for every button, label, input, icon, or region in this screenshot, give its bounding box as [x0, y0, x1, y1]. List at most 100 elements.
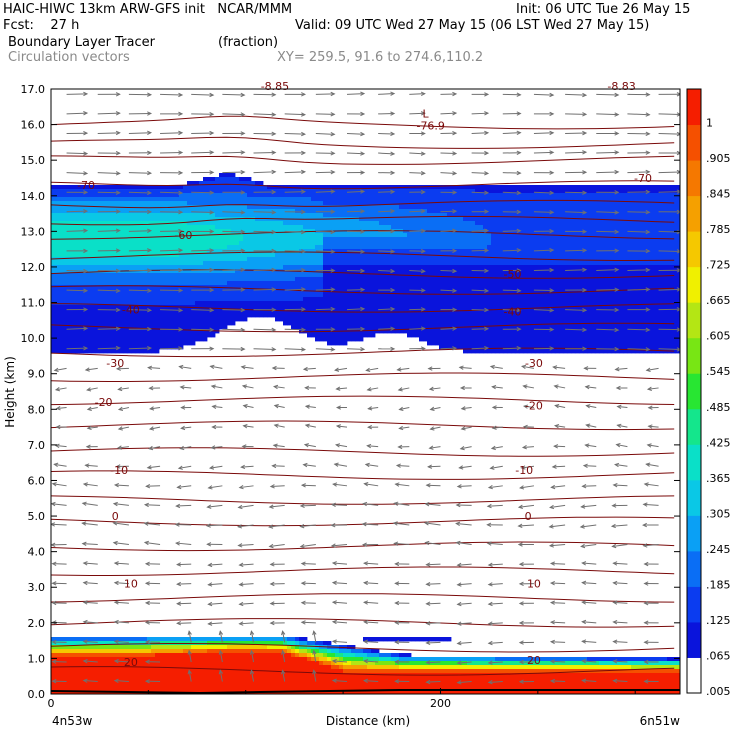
- tracer-cell: [395, 205, 400, 210]
- tracer-cell: [131, 209, 136, 214]
- tracer-cell: [215, 237, 220, 242]
- tracer-cell: [511, 213, 516, 218]
- tracer-cell: [159, 269, 164, 274]
- tracer-cell: [487, 273, 492, 278]
- tracer-cell: [211, 237, 216, 242]
- tracer-cell: [487, 201, 492, 206]
- tracer-cell: [575, 257, 580, 262]
- tracer-cell: [311, 205, 316, 210]
- tracer-cell: [391, 217, 396, 222]
- tracer-cell: [339, 261, 344, 266]
- tracer-cell: [623, 221, 628, 226]
- tracer-cell: [107, 193, 112, 198]
- tracer-cell: [383, 257, 388, 262]
- tracer-cell: [143, 269, 148, 274]
- tracer-cell: [503, 209, 508, 214]
- tracer-cell: [591, 201, 596, 206]
- tracer-cell: [447, 221, 452, 226]
- tracer-cell: [55, 209, 60, 214]
- tracer-cell: [451, 301, 456, 306]
- tracer-cell: [223, 189, 228, 194]
- tracer-cell: [543, 265, 548, 270]
- tracer-cell: [279, 301, 284, 306]
- tracer-cell: [491, 221, 496, 226]
- tracer-cell: [143, 309, 148, 314]
- tracer-cell: [67, 261, 72, 266]
- tracer-cell: [203, 205, 208, 210]
- tracer-cell: [183, 221, 188, 226]
- tracer-cell: [575, 185, 580, 190]
- tracer-cell: [315, 241, 320, 246]
- tracer-cell: [311, 241, 316, 246]
- tracer-cell: [107, 253, 112, 258]
- tracer-cell: [111, 233, 116, 238]
- tracer-cell: [175, 277, 180, 282]
- tracer-cell: [483, 253, 488, 258]
- tracer-cell: [91, 269, 96, 274]
- tracer-cell: [379, 205, 384, 210]
- tracer-cell: [591, 229, 596, 234]
- tracer-cell: [239, 297, 244, 302]
- tracer-cell: [411, 225, 416, 230]
- tracer-cell: [459, 301, 464, 306]
- tracer-cell: [451, 237, 456, 242]
- tracer-cell: [211, 297, 216, 302]
- tracer-cell: [319, 185, 324, 190]
- tracer-cell: [439, 281, 444, 286]
- tracer-cell: [527, 221, 532, 226]
- tracer-cell: [271, 257, 276, 262]
- tracer-cell: [663, 301, 668, 306]
- tracer-cell: [459, 193, 464, 198]
- tracer-cell: [671, 205, 676, 210]
- tracer-cell: [267, 193, 272, 198]
- tracer-cell: [323, 205, 328, 210]
- tracer-cell: [435, 257, 440, 262]
- tracer-cell: [411, 245, 416, 250]
- tracer-cell: [515, 185, 520, 190]
- tracer-cell: [55, 253, 60, 258]
- tracer-cell: [99, 185, 104, 190]
- tracer-cell: [507, 293, 512, 298]
- tracer-cell: [455, 221, 460, 226]
- tracer-cell: [139, 209, 144, 214]
- tracer-cell: [127, 201, 132, 206]
- tracer-cell: [179, 301, 184, 306]
- tracer-cell: [511, 193, 516, 198]
- tracer-cell: [251, 229, 256, 234]
- tracer-cell: [659, 277, 664, 282]
- tracer-cell: [347, 261, 352, 266]
- tracer-cell: [111, 301, 116, 306]
- tracer-cell: [403, 197, 408, 202]
- tracer-cell: [231, 221, 236, 226]
- tracer-cell: [247, 201, 252, 206]
- tracer-cell: [455, 289, 460, 294]
- tracer-cell: [55, 225, 60, 230]
- tracer-cell: [151, 225, 156, 230]
- tracer-cell: [303, 237, 308, 242]
- tracer-cell: [215, 217, 220, 222]
- tracer-cell: [263, 185, 268, 190]
- tracer-cell: [647, 297, 652, 302]
- tracer-cell: [51, 285, 56, 290]
- tracer-cell: [131, 261, 136, 266]
- tracer-cell: [303, 233, 308, 238]
- tracer-cell: [151, 229, 156, 234]
- tracer-cell: [347, 257, 352, 262]
- tracer-cell: [471, 221, 476, 226]
- tracer-cell: [551, 205, 556, 210]
- tracer-cell: [587, 269, 592, 274]
- tracer-cell: [111, 293, 116, 298]
- tracer-cell: [483, 297, 488, 302]
- tracer-cell: [339, 281, 344, 286]
- tracer-cell: [175, 261, 180, 266]
- tracer-cell: [639, 213, 644, 218]
- tracer-cell: [219, 253, 224, 258]
- tracer-cell: [471, 217, 476, 222]
- tracer-cell: [319, 269, 324, 274]
- tracer-cell: [623, 185, 628, 190]
- tracer-cell: [127, 213, 132, 218]
- tracer-cell: [575, 225, 580, 230]
- tracer-cell: [579, 201, 584, 206]
- tracer-cell: [663, 281, 668, 286]
- tracer-cell: [503, 277, 508, 282]
